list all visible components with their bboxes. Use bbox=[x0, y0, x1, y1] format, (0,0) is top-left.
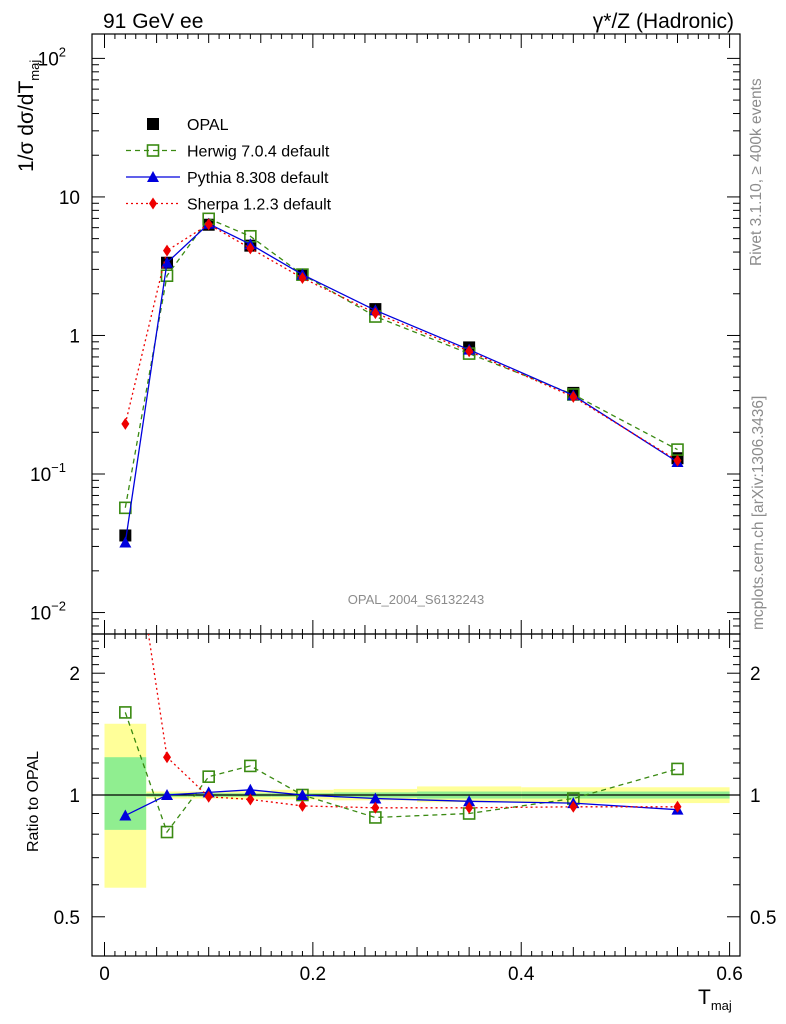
legend-pythia-label: Pythia 8.308 default bbox=[187, 170, 329, 187]
main-pythia-point bbox=[161, 256, 174, 268]
ratio-pythia-point bbox=[369, 792, 382, 804]
main-sherpa-point bbox=[569, 390, 578, 403]
ratio-herwig-point bbox=[119, 706, 132, 719]
main-sherpa-point bbox=[673, 454, 682, 467]
main-opal-point bbox=[119, 529, 132, 542]
ratio-pythia-point bbox=[463, 795, 476, 807]
main-sherpa-point bbox=[371, 307, 380, 320]
ratio-uncertainty-bands bbox=[104, 723, 730, 888]
main-pythia-point bbox=[119, 536, 132, 548]
main-y-axis-title: 1/σ dσ/dTmaj bbox=[15, 60, 42, 172]
legend-sherpa-marker bbox=[149, 197, 157, 210]
main-herwig-point bbox=[160, 269, 174, 283]
ratio-y-axis-title: Ratio to OPAL bbox=[25, 751, 42, 852]
main-y-tick-label: 1 bbox=[69, 326, 80, 347]
ratio-series-layer bbox=[119, 474, 684, 839]
ratio-herwig-point bbox=[671, 762, 684, 776]
legend-herwig-label: Herwig 7.0.4 default bbox=[187, 144, 330, 161]
main-y-tick-label: 10 bbox=[59, 188, 80, 209]
ratio-y-tick-label-right: 2 bbox=[750, 664, 761, 685]
header-left: 91 GeV ee bbox=[103, 10, 203, 33]
main-sherpa-point bbox=[163, 244, 172, 257]
ratio-herwig-point bbox=[160, 825, 174, 839]
main-sherpa-point bbox=[246, 242, 255, 255]
ratio-y-tick-label-left: 0.5 bbox=[54, 908, 80, 929]
ratio-sherpa-point bbox=[121, 474, 129, 486]
ratio-sherpa-point bbox=[673, 800, 682, 813]
main-pythia-line bbox=[124, 223, 678, 543]
ratio-herwig-point bbox=[202, 770, 215, 783]
x-tick-label: 0 bbox=[99, 964, 110, 985]
legend-pythia-marker bbox=[147, 171, 159, 182]
main-series-layer bbox=[119, 212, 684, 548]
side-text-upper: Rivet 3.1.10, ≥ 400k events bbox=[748, 78, 765, 266]
ratio-herwig-line bbox=[124, 712, 678, 834]
ratio-y-axis-ticks: 0.5 0.5 1 1 2 2 bbox=[54, 633, 776, 957]
legend-sherpa-label: Sherpa 1.2.3 default bbox=[187, 197, 332, 214]
x-tick-label: 0.2 bbox=[300, 964, 326, 985]
ratio-pythia-point bbox=[161, 789, 174, 800]
legend-opal-label: OPAL bbox=[187, 117, 229, 134]
legend-opal-marker bbox=[147, 118, 159, 130]
x-tick-label: 0.4 bbox=[508, 964, 535, 985]
ratio-herwig-point bbox=[244, 759, 257, 773]
ratio-sherpa-point bbox=[371, 801, 380, 814]
main-sherpa-point bbox=[298, 271, 307, 284]
legend-herwig-marker bbox=[146, 144, 160, 157]
main-y-tick-label: 102 bbox=[38, 44, 66, 70]
ratio-pythia-point bbox=[119, 809, 132, 821]
x-axis-title: Tmaj bbox=[698, 986, 732, 1013]
main-y-axis-ticks: 10−2 10−1 1 10 102 bbox=[30, 44, 740, 635]
side-text-lower: mcplots.cern.ch [arXiv:1306.3436] bbox=[750, 396, 767, 630]
ratio-pythia-point bbox=[244, 783, 257, 795]
main-sherpa-point bbox=[204, 218, 213, 231]
main-sherpa-line bbox=[124, 223, 678, 462]
analysis-label: OPAL_2004_S6132243 bbox=[348, 592, 484, 607]
ratio-sherpa-point bbox=[246, 793, 255, 806]
ratio-sherpa-point bbox=[465, 801, 474, 814]
main-y-tick-label: 10−2 bbox=[30, 599, 66, 625]
ratio-sherpa-point bbox=[569, 800, 578, 813]
ratio-sherpa-point bbox=[204, 790, 213, 803]
main-sherpa-point bbox=[465, 345, 474, 358]
ratio-sherpa-point bbox=[298, 799, 307, 812]
x-tick-label: 0.6 bbox=[716, 964, 742, 985]
legend: OPAL Herwig 7.0.4 default Pythia 8.308 def… bbox=[126, 117, 332, 214]
header-right: γ*/Z (Hadronic) bbox=[593, 10, 734, 33]
ratio-pythia-point bbox=[296, 789, 309, 800]
ratio-sherpa-line bbox=[147, 634, 678, 809]
ratio-sherpa-point bbox=[163, 751, 172, 764]
ratio-y-tick-label-right: 0.5 bbox=[750, 908, 776, 929]
main-y-tick-label: 10−1 bbox=[30, 460, 66, 486]
ratio-y-tick-label-left: 1 bbox=[69, 786, 80, 807]
x-axis-ticks: 0 0.2 0.4 0.6 bbox=[99, 34, 743, 985]
ratio-y-tick-label-right: 1 bbox=[750, 786, 761, 807]
ratio-y-tick-label-left: 2 bbox=[69, 664, 80, 685]
main-herwig-line bbox=[124, 218, 678, 508]
main-sherpa-point bbox=[121, 417, 130, 430]
